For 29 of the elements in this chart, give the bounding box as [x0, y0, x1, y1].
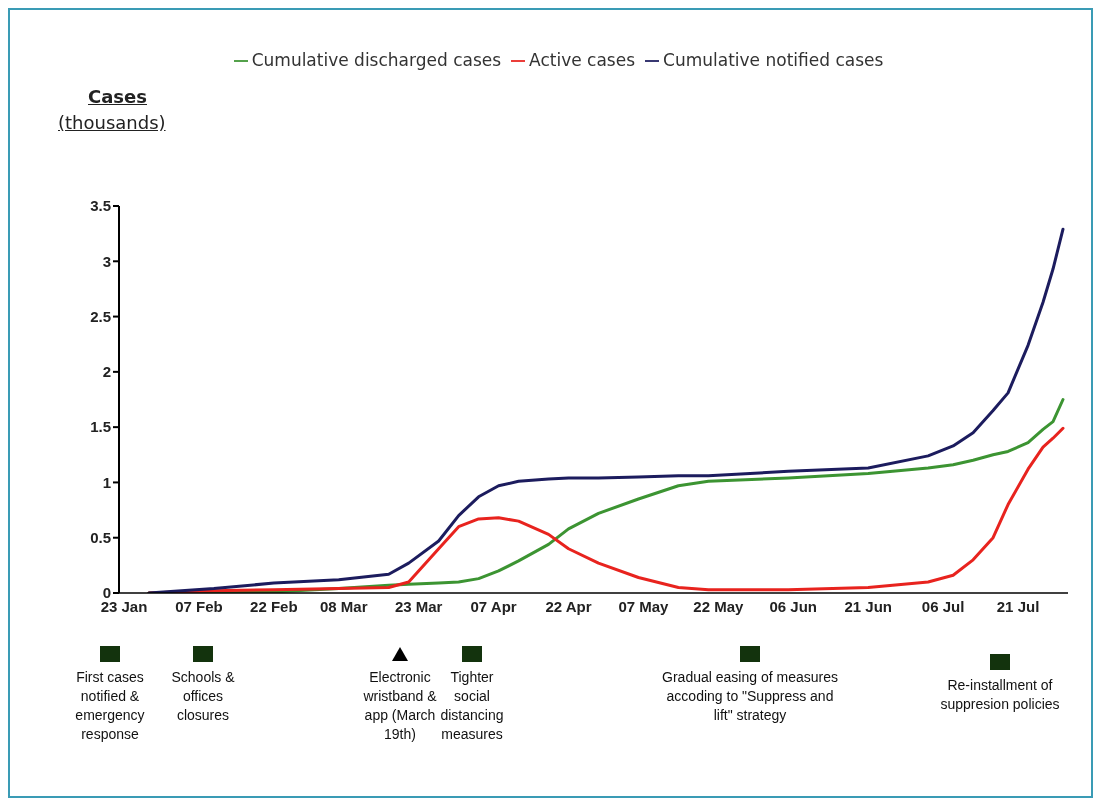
text: Schools & offices closures	[170, 668, 236, 725]
y-tick-label: 1.5	[90, 418, 111, 436]
y-tick-label: 0.5	[90, 529, 111, 547]
x-tick-label: 07 May	[618, 597, 670, 615]
x-tick-label: 23 Mar	[394, 597, 443, 615]
y-axis-title: Cases (thousands)	[58, 85, 166, 135]
y-tick-label: 3.5	[90, 197, 111, 215]
legend-label: Cumulative discharged cases	[251, 50, 502, 70]
text: First cases notified & emergency response	[74, 668, 146, 744]
x-tick-label: 21 Jun	[844, 597, 892, 615]
x-tick-label: 07 Feb	[175, 597, 223, 615]
legend-label: Active cases	[529, 50, 636, 70]
y-tick-label: 2.5	[90, 307, 111, 325]
x-tick-label: 21 Jul	[996, 597, 1040, 615]
x-tick-label: 07 Apr	[470, 597, 517, 615]
text: Re-installment of suppresion policies	[939, 676, 1061, 714]
x-tick-label: 08 Mar	[320, 597, 368, 615]
x-tick-label: 22 Apr	[545, 597, 592, 615]
y-tick-label: 2	[102, 363, 111, 381]
y-tick-label: 1	[102, 473, 111, 491]
text: Electronic wristband & app (March 19th)	[362, 668, 438, 744]
legend-label: Cumulative notified cases	[663, 50, 884, 70]
text: Tighter social distancing measures	[440, 669, 504, 742]
x-tick-label: 22 Feb	[250, 597, 298, 615]
x-tick-label: 22 May	[693, 597, 745, 615]
y-tick-label: 3	[102, 252, 111, 270]
x-tick-label: 06 Jul	[921, 597, 965, 615]
text: Gradual easing of measures accoding to "Suppress and lift" strategy	[661, 668, 839, 725]
x-tick-label: 06 Jun	[769, 597, 818, 615]
